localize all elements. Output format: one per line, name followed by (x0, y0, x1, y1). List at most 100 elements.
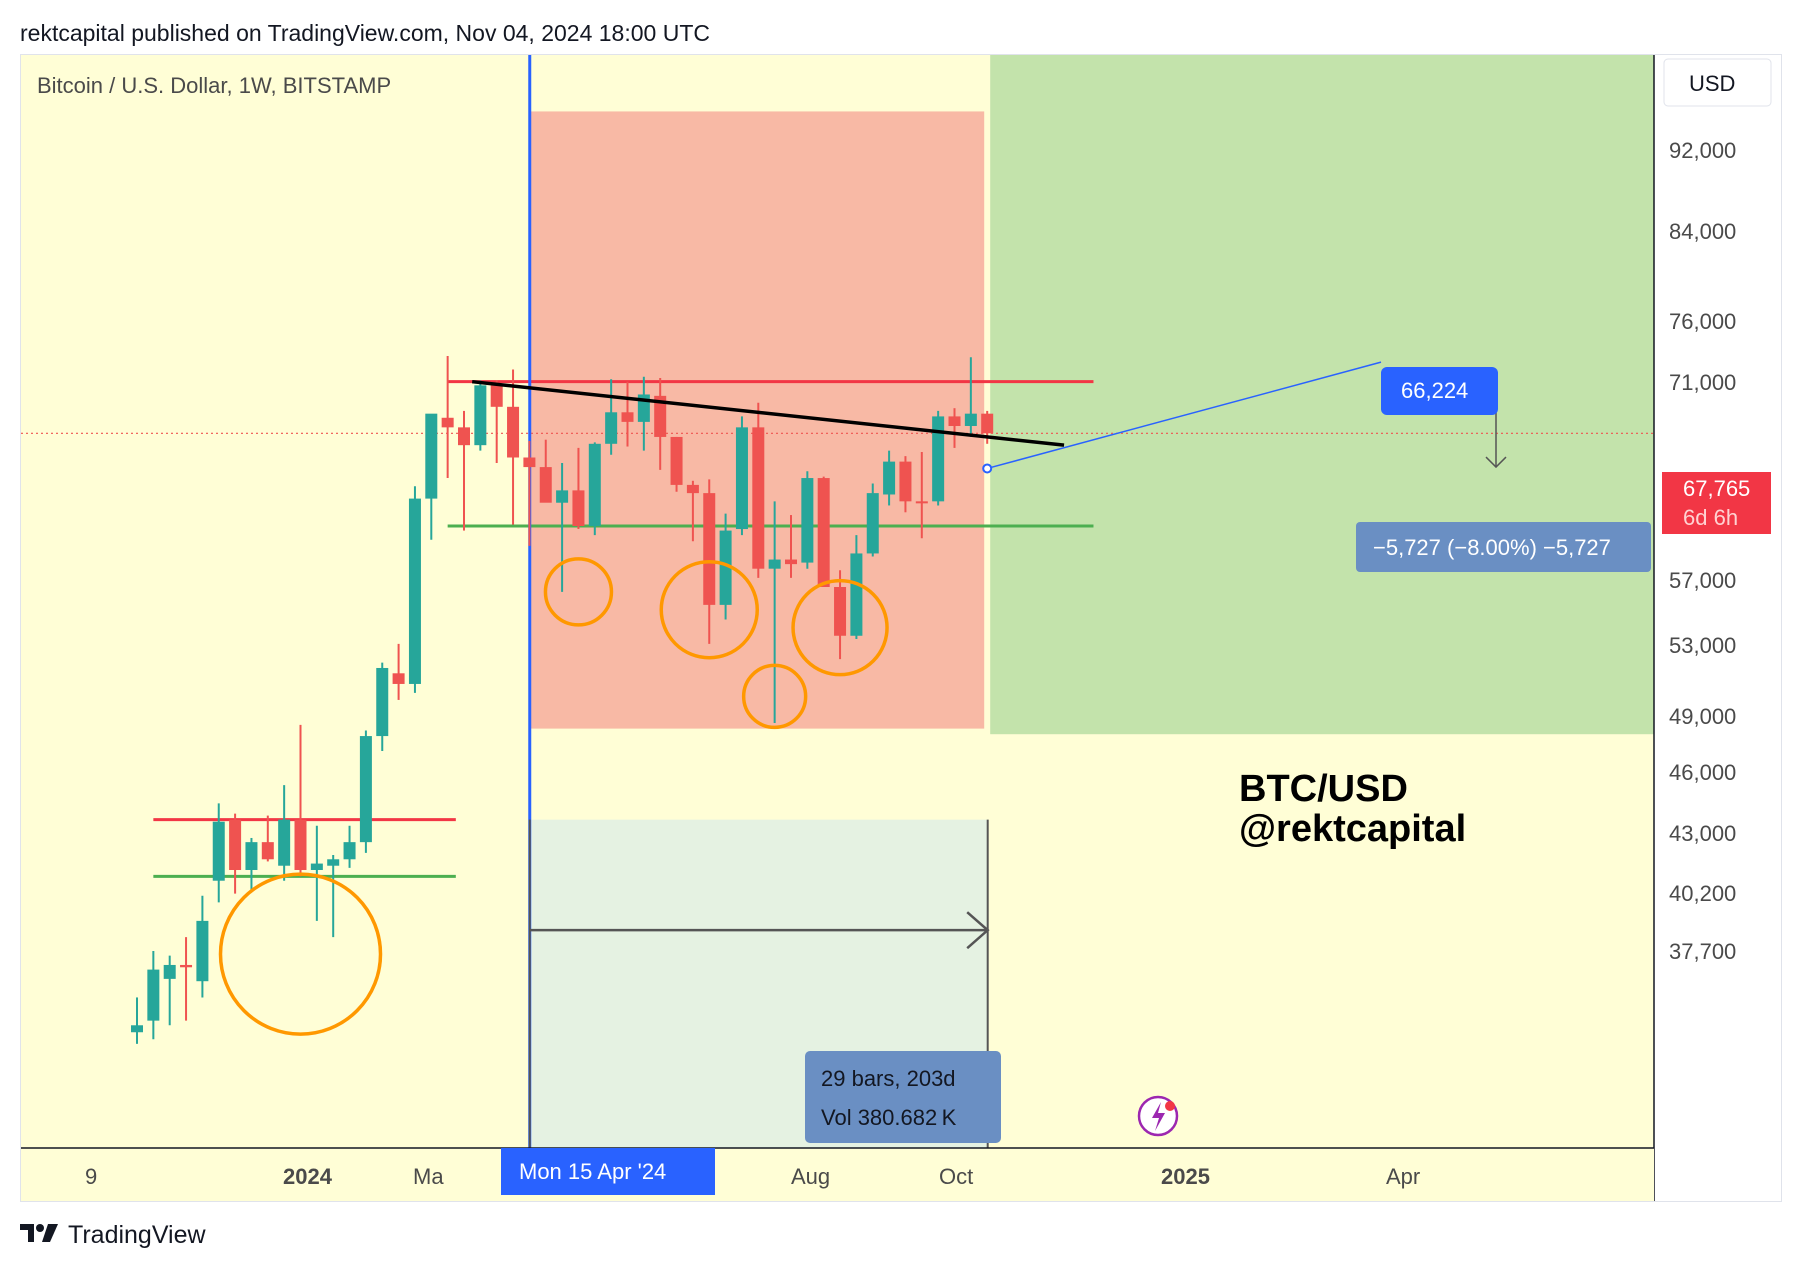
candle-down (261, 842, 274, 860)
target-anchor-point (982, 463, 993, 474)
currency-box[interactable] (1663, 58, 1772, 107)
time-scale[interactable]: 9 2024 Ma Aug Oct 2025 Apr (21, 1147, 1654, 1201)
highlight-circle (543, 557, 614, 627)
candle-up (719, 530, 732, 605)
candle-up (163, 964, 176, 979)
time-tick-label: Apr (1386, 1164, 1420, 1189)
last-price-countdown: 6d 6h (1683, 505, 1738, 530)
candle-up (474, 385, 487, 446)
range-zone (529, 111, 985, 729)
candle-up (408, 498, 421, 684)
price-scale-bg (1654, 55, 1781, 1201)
candle-down (490, 385, 503, 407)
time-tick-label: Aug (791, 1164, 830, 1189)
price-tick-label: 76,000 (1669, 309, 1736, 334)
time-tick-label: 2025 (1161, 1164, 1210, 1189)
bars-count: 29 bars, 203d (821, 1066, 956, 1091)
lightning-icon[interactable] (1137, 1095, 1179, 1137)
candle-down (539, 467, 552, 503)
crosshair-date: Mon 15 Apr '24 (519, 1159, 666, 1184)
candle-down (752, 427, 765, 569)
candle-down (817, 478, 830, 587)
candle-down (180, 964, 193, 968)
candle-up (131, 1025, 143, 1033)
price-tick-label: 43,000 (1669, 821, 1736, 846)
candle-up (212, 821, 225, 881)
candle-up (768, 559, 781, 569)
time-tick-label: Oct (939, 1164, 973, 1189)
candle-down (523, 457, 536, 468)
candle-up (883, 461, 896, 495)
candle-down (507, 406, 520, 458)
candle-up (278, 819, 291, 866)
candle-down (572, 490, 585, 526)
candle-up (866, 493, 879, 554)
chart-title: Bitcoin / U.S. Dollar, 1W, BITSTAMP (37, 73, 391, 98)
last-price-value: 67,765 (1683, 476, 1750, 501)
watermark-pair: BTC/USD (1239, 768, 1408, 810)
candle-up (147, 969, 160, 1021)
candle-up (735, 427, 748, 530)
publisher-line: rektcapital published on TradingView.com… (20, 20, 710, 46)
price-tick-label: 57,000 (1669, 568, 1736, 593)
candle-up (327, 859, 340, 866)
price-tick-label: 53,000 (1669, 633, 1736, 658)
candle-up (425, 413, 438, 499)
candle-up (801, 478, 814, 563)
measure-label: −5,727 (−8.00%) −5,727 (1356, 522, 1651, 572)
last-price-label: 67,765 6d 6h (1662, 472, 1771, 534)
price-chart[interactable]: Bitcoin / U.S. Dollar, 1W, BITSTAMP BTC/… (21, 55, 1781, 1201)
candle-down (834, 587, 847, 636)
candle-down (621, 412, 634, 422)
candle-down (392, 673, 405, 684)
candle-up (850, 553, 863, 636)
time-tick-label: 9 (85, 1164, 97, 1189)
time-tick-label: Ma (413, 1164, 444, 1189)
candle-down (686, 484, 699, 494)
highlight-circle (659, 560, 759, 660)
measure-down-arrowhead (1485, 456, 1507, 469)
candle-down (948, 416, 961, 426)
crosshair-date-label: Mon 15 Apr '24 (501, 1148, 715, 1195)
candle-up (359, 736, 372, 843)
candle-down (915, 501, 928, 504)
candle-up (588, 443, 601, 526)
target-label: 66,224 (1381, 367, 1498, 415)
tradingview-brand: TradingView (68, 1221, 206, 1249)
descending-trendline (471, 379, 1065, 447)
candle-up (932, 416, 945, 502)
target-connector-line (987, 361, 1382, 470)
candle-down (981, 413, 994, 434)
candle-down (294, 819, 307, 870)
candle-down (670, 436, 683, 485)
bars-volume: Vol 380.682 K (821, 1105, 957, 1130)
price-tick-label: 84,000 (1669, 219, 1736, 244)
target-value: 66,224 (1401, 378, 1468, 403)
highlight-circle (218, 872, 383, 1036)
candle-down (785, 559, 797, 565)
measure-horizontal-arrowhead (966, 911, 990, 950)
candle-down (441, 417, 454, 428)
currency-label: USD (1689, 71, 1735, 96)
watermark-handle: @rektcapital (1239, 808, 1466, 850)
price-tick-label: 37,700 (1669, 939, 1736, 964)
price-tick-label: 40,200 (1669, 881, 1736, 906)
candle-up (556, 490, 569, 503)
price-scale[interactable]: USD 92,00084,00076,00071,00061,00057,000… (1653, 55, 1781, 1201)
candle-down (458, 427, 470, 446)
highlight-circle (741, 663, 808, 730)
price-tick-label: 46,000 (1669, 760, 1736, 785)
target-zone (990, 55, 1654, 735)
footer-logo[interactable]: TradingView (20, 1220, 206, 1251)
candle-up (196, 920, 209, 982)
candle-up (605, 412, 618, 444)
time-scale-bg (21, 1148, 1654, 1201)
candle-up (343, 842, 356, 860)
tradingview-logo-icon (20, 1220, 60, 1251)
price-tick-label: 92,000 (1669, 138, 1736, 163)
candle-up (964, 413, 977, 426)
candle-down (654, 395, 667, 437)
price-tick-label: 49,000 (1669, 704, 1736, 729)
chart-frame[interactable]: Bitcoin / U.S. Dollar, 1W, BITSTAMP BTC/… (20, 54, 1782, 1202)
candle-down (229, 819, 242, 870)
